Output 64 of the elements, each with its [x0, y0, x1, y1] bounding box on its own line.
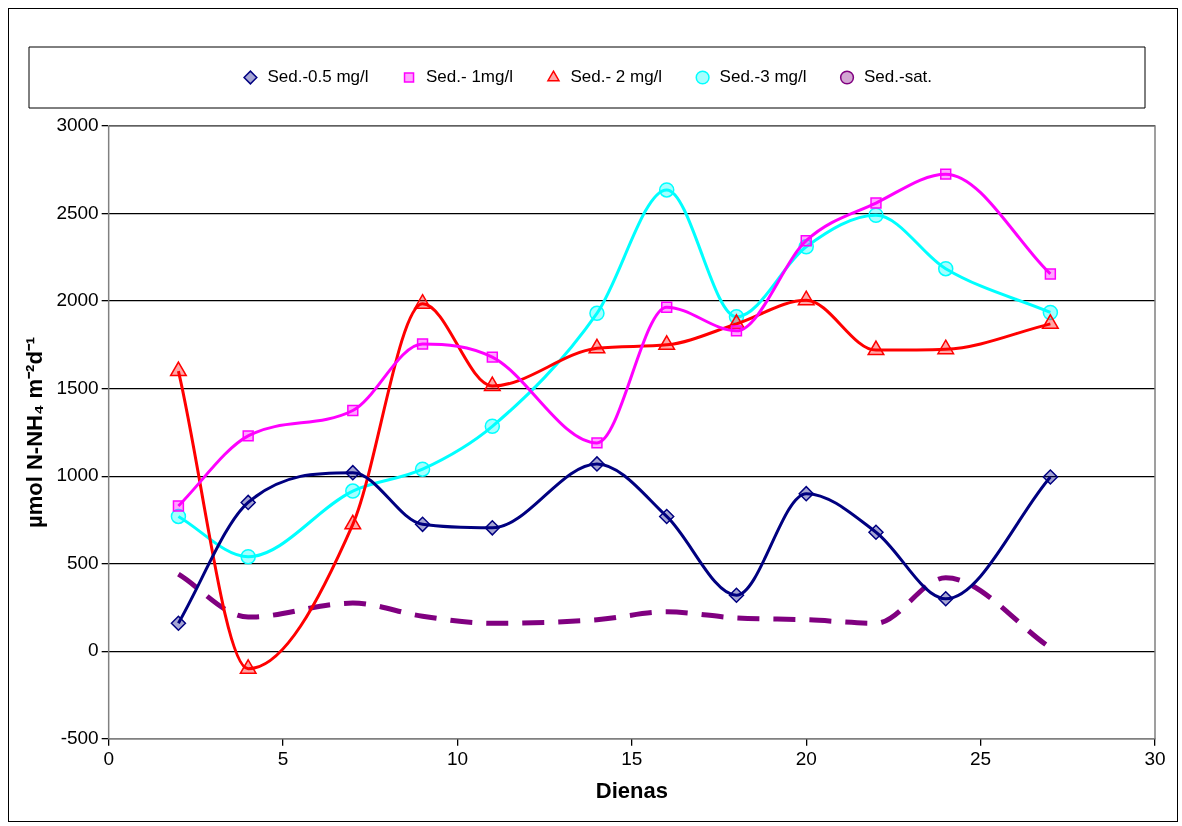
- point: [486, 351, 499, 363]
- point: [483, 376, 501, 392]
- x-tick-label: 5: [277, 748, 289, 770]
- point: [1044, 268, 1057, 280]
- y-tick-label: 500: [66, 551, 99, 573]
- point: [1042, 469, 1059, 485]
- y-tick-label: 3000: [56, 114, 99, 136]
- x-tick-label: 30: [1144, 748, 1166, 770]
- point: [937, 260, 954, 277]
- point: [797, 290, 815, 306]
- x-tick-label: 0: [103, 748, 114, 770]
- legend-label: Sed.- 2 mg/l: [570, 67, 663, 87]
- point: [172, 500, 185, 512]
- legend-label: Sed.-0.5 mg/l: [267, 67, 369, 87]
- point: [728, 587, 745, 603]
- point: [484, 418, 501, 435]
- point: [937, 339, 955, 355]
- point: [347, 404, 359, 417]
- x-axis-title: Dienas: [595, 777, 668, 803]
- point: [345, 483, 361, 499]
- point: [940, 168, 952, 180]
- point: [170, 615, 187, 631]
- x-tick-label: 20: [795, 748, 817, 770]
- point: [868, 207, 884, 224]
- point: [345, 464, 361, 481]
- point: [870, 197, 882, 209]
- y-tick-label: 1500: [56, 376, 99, 398]
- point: [242, 430, 254, 442]
- y-tick-label: 0: [88, 639, 99, 661]
- point: [798, 485, 814, 502]
- x-tick-label: 25: [970, 748, 992, 770]
- x-tick-label: 10: [446, 748, 469, 770]
- y-tick-label: -500: [60, 727, 99, 749]
- point: [937, 590, 954, 607]
- legend-label: Sed.-sat.: [864, 67, 933, 87]
- point: [240, 548, 256, 565]
- point: [800, 234, 812, 247]
- y-tick-label: 2500: [56, 201, 99, 223]
- point: [589, 305, 605, 322]
- y-axis-title: µmol N-NH₄ m⁻²d⁻¹: [22, 336, 48, 528]
- point: [239, 659, 257, 675]
- point: [589, 456, 605, 472]
- point: [1041, 314, 1059, 330]
- x-tick-label: 15: [621, 748, 643, 770]
- point: [416, 338, 429, 350]
- point: [240, 494, 256, 511]
- point: [868, 524, 884, 540]
- point: [591, 437, 603, 449]
- point: [414, 516, 431, 533]
- point: [730, 325, 743, 337]
- point: [344, 514, 362, 530]
- point: [588, 338, 606, 354]
- point: [414, 461, 431, 477]
- point: [658, 182, 675, 198]
- point: [658, 508, 675, 525]
- y-tick-label: 2000: [56, 289, 99, 311]
- point: [658, 335, 676, 351]
- legend-label: Sed.-3 mg/l: [719, 67, 807, 87]
- point: [661, 301, 673, 313]
- point: [484, 520, 501, 536]
- point: [169, 361, 187, 377]
- point: [867, 340, 885, 356]
- legend-label: Sed.- 1mg/l: [426, 67, 513, 87]
- y-tick-label: 1000: [56, 464, 99, 486]
